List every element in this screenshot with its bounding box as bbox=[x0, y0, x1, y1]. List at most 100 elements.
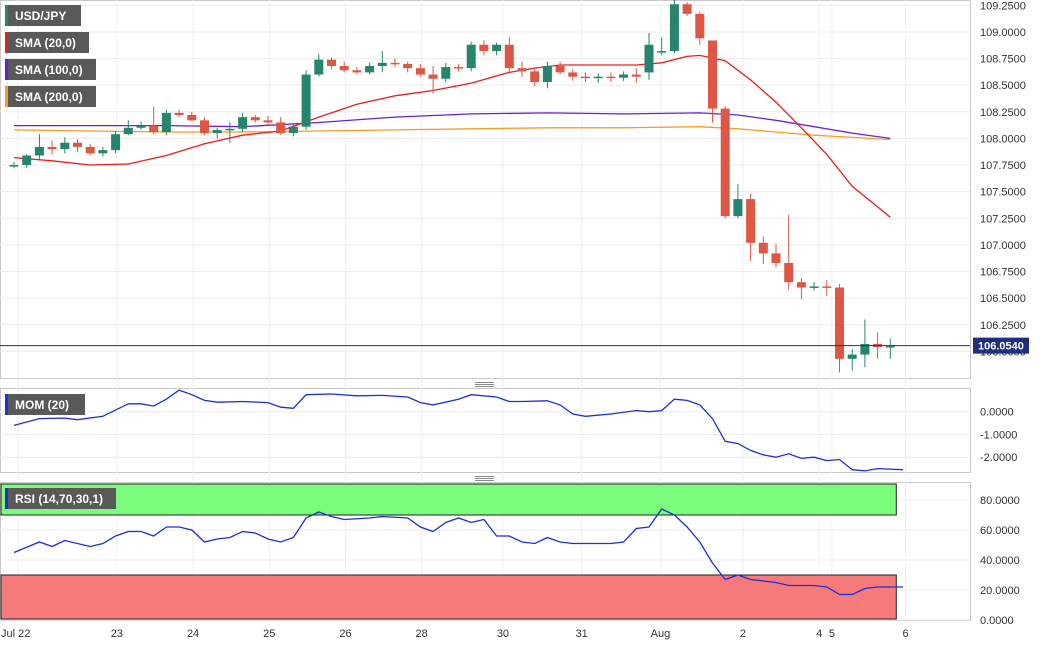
legend-label: RSI (14,70,30,1) bbox=[15, 492, 103, 506]
candle-up bbox=[111, 134, 121, 151]
price-tick-label: 106.7500 bbox=[980, 267, 1026, 279]
candle-up bbox=[60, 142, 70, 150]
legend-label: SMA (20,0) bbox=[15, 36, 76, 50]
candle-down bbox=[581, 76, 590, 79]
price-tick-label: 109.2500 bbox=[980, 0, 1026, 12]
legend-box bbox=[5, 5, 81, 26]
candle-up bbox=[657, 51, 667, 53]
legend-label: SMA (200,0) bbox=[15, 90, 83, 104]
candle-up bbox=[847, 354, 857, 359]
legend-label: SMA (100,0) bbox=[15, 63, 83, 77]
candle-up bbox=[441, 67, 451, 79]
candle-up bbox=[377, 62, 387, 67]
candle-down bbox=[200, 120, 209, 134]
rsi-tick-label: 80.0000 bbox=[980, 495, 1020, 507]
candle-up bbox=[619, 74, 629, 78]
legend-swatch bbox=[5, 86, 8, 107]
candle-down bbox=[682, 4, 692, 14]
time-tick-label: 28 bbox=[416, 628, 428, 640]
time-tick-label: 24 bbox=[187, 628, 199, 640]
candle-up bbox=[34, 146, 44, 156]
time-tick-label: 30 bbox=[497, 628, 509, 640]
candle-up bbox=[161, 112, 171, 133]
time-tick-label: 26 bbox=[339, 628, 351, 640]
momentum-tick-label: -2.0000 bbox=[980, 452, 1017, 464]
legend-box bbox=[5, 59, 96, 80]
rsi-overbought-zone bbox=[0, 483, 897, 516]
candle-down bbox=[187, 114, 197, 121]
candle-up bbox=[733, 199, 743, 217]
time-tick-label: Jul 22 bbox=[1, 628, 30, 640]
legend-swatch bbox=[5, 488, 8, 509]
current-price-label: 106.0540 bbox=[978, 341, 1024, 353]
candle-down bbox=[758, 242, 768, 254]
legend-swatch bbox=[5, 32, 8, 53]
price-tick-label: 107.0000 bbox=[980, 240, 1026, 252]
candle-down bbox=[85, 146, 95, 154]
time-tick-label: 31 bbox=[576, 628, 588, 640]
price-tick-label: 108.5000 bbox=[980, 80, 1026, 92]
time-tick-label: 5 bbox=[829, 628, 835, 640]
rsi-tick-label: 40.0000 bbox=[980, 555, 1020, 567]
candle-down bbox=[796, 282, 806, 288]
candle-up bbox=[593, 76, 603, 79]
candle-down bbox=[403, 63, 413, 69]
candle-up bbox=[98, 150, 108, 154]
rsi-oversold-zone bbox=[0, 574, 897, 620]
legend-label: USD/JPY bbox=[15, 9, 66, 23]
legend-swatch bbox=[5, 394, 8, 415]
price-tick-label: 107.7500 bbox=[980, 160, 1026, 172]
sma-200-line bbox=[13, 126, 891, 141]
candle-down bbox=[428, 74, 438, 79]
rsi-tick-label: 60.0000 bbox=[980, 525, 1020, 537]
legend-swatch bbox=[5, 5, 8, 26]
candle-up bbox=[314, 59, 324, 75]
candle-down bbox=[454, 67, 463, 69]
candle-up bbox=[212, 129, 222, 134]
candle-down bbox=[47, 146, 57, 150]
candle-down bbox=[327, 59, 336, 67]
candle-down bbox=[568, 72, 578, 77]
candle-down bbox=[149, 125, 159, 133]
panel-splitter-handle[interactable] bbox=[475, 476, 494, 481]
candle-down bbox=[695, 13, 705, 39]
candle-down bbox=[517, 68, 527, 72]
candle-up bbox=[365, 66, 375, 73]
rsi-tick-label: 0.0000 bbox=[980, 615, 1014, 627]
candle-up bbox=[644, 44, 654, 73]
momentum-tick-label: 0.0000 bbox=[980, 407, 1014, 419]
candle-down bbox=[746, 199, 756, 243]
candle-down bbox=[606, 76, 616, 79]
candle-down bbox=[276, 122, 286, 134]
candle-down bbox=[835, 287, 844, 359]
price-tick-label: 106.5000 bbox=[980, 293, 1026, 305]
price-tick-label: 107.5000 bbox=[980, 187, 1026, 199]
price-tick-label: 109.0000 bbox=[980, 27, 1026, 39]
candle-up bbox=[466, 44, 476, 69]
candle-down bbox=[352, 70, 362, 73]
time-tick-label: 2 bbox=[740, 628, 746, 640]
candle-down bbox=[708, 40, 717, 109]
candle-down bbox=[530, 71, 540, 82]
legend-swatch bbox=[5, 59, 8, 80]
momentum-line bbox=[13, 389, 904, 472]
panel-splitter-handle[interactable] bbox=[475, 382, 494, 387]
time-tick-label: 23 bbox=[111, 628, 123, 640]
momentum-panel bbox=[0, 388, 971, 473]
legend-box bbox=[5, 32, 89, 53]
candle-down bbox=[784, 263, 794, 283]
candle-up bbox=[809, 286, 819, 288]
candle-down bbox=[339, 66, 349, 71]
candle-up bbox=[9, 165, 19, 167]
candle-up bbox=[492, 44, 502, 52]
legend-box bbox=[5, 394, 85, 415]
candle-up bbox=[301, 74, 311, 127]
legend-label: MOM (20) bbox=[15, 398, 69, 412]
candle-down bbox=[390, 62, 400, 65]
time-tick-label: Aug bbox=[651, 628, 671, 640]
rsi-line bbox=[13, 508, 903, 596]
price-tick-label: 108.0000 bbox=[980, 133, 1026, 145]
price-tick-label: 108.2500 bbox=[980, 107, 1026, 119]
candle-down bbox=[822, 286, 832, 288]
